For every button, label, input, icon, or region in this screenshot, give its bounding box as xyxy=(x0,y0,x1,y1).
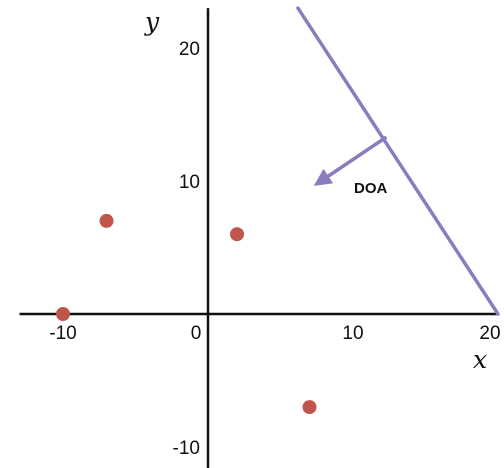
y-tick-label: -10 xyxy=(173,438,200,459)
x-tick-label: 20 xyxy=(479,323,500,344)
data-point xyxy=(230,227,244,242)
x-tick-label: 10 xyxy=(342,323,363,344)
wavefront-line xyxy=(296,6,500,316)
data-point xyxy=(56,307,70,321)
x-axis-label: x xyxy=(473,345,487,374)
data-point xyxy=(302,400,317,415)
doa-label: DOA xyxy=(354,180,388,197)
y-axis-label: y xyxy=(144,7,160,36)
data-point xyxy=(99,213,114,228)
y-tick-label: 10 xyxy=(179,172,200,193)
x-tick-label: -10 xyxy=(49,323,76,344)
doa-arrow xyxy=(313,135,388,186)
x-tick-label: 0 xyxy=(191,323,202,344)
y-tick-label: 20 xyxy=(179,39,200,60)
